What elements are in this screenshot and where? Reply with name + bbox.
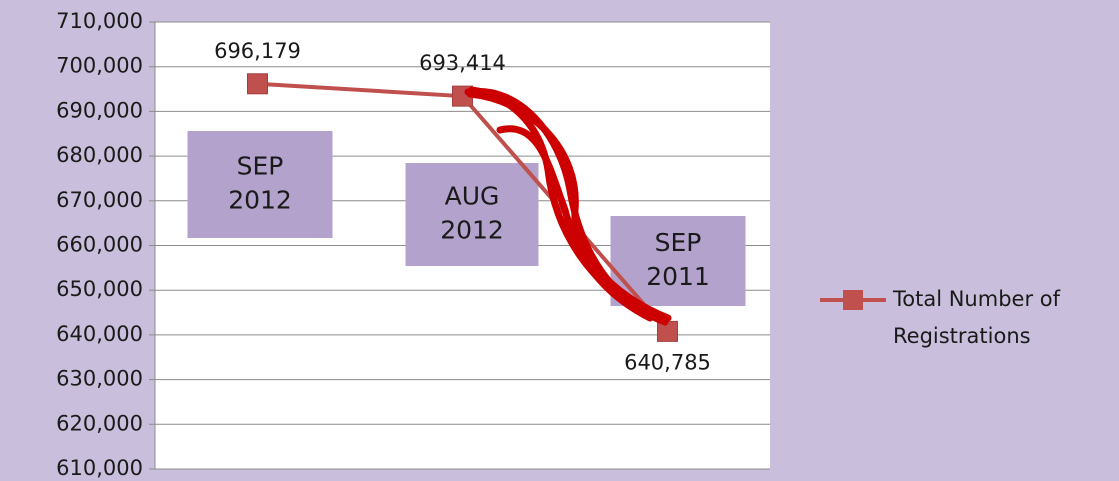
y-tick-label: 660,000 <box>56 233 143 257</box>
category-box <box>187 131 333 238</box>
category-label: SEP 2011 <box>646 228 710 291</box>
y-tick-label: 670,000 <box>56 188 143 212</box>
hand-drawn-arrow <box>464 86 672 326</box>
data-label: 693,414 <box>419 51 506 75</box>
y-tick-label: 710,000 <box>56 9 143 33</box>
legend-label: Total Number of Registrations <box>892 287 1061 348</box>
y-tick-label: 640,000 <box>56 322 143 346</box>
legend-marker <box>843 290 863 310</box>
y-tick-label: 690,000 <box>56 98 143 122</box>
y-tick-label: 610,000 <box>56 456 143 480</box>
y-tick-label: 620,000 <box>56 411 143 435</box>
category-label: SEP 2012 <box>228 152 292 215</box>
y-tick-label: 630,000 <box>56 367 143 391</box>
category-box <box>405 163 539 266</box>
category-label: AUG 2012 <box>440 182 504 245</box>
y-tick-label: 680,000 <box>56 143 143 167</box>
y-tick-label: 700,000 <box>56 54 143 78</box>
marker <box>247 73 268 95</box>
y-tick-label: 650,000 <box>56 277 143 301</box>
data-label: 640,785 <box>624 350 711 374</box>
data-label: 696,179 <box>214 39 301 63</box>
